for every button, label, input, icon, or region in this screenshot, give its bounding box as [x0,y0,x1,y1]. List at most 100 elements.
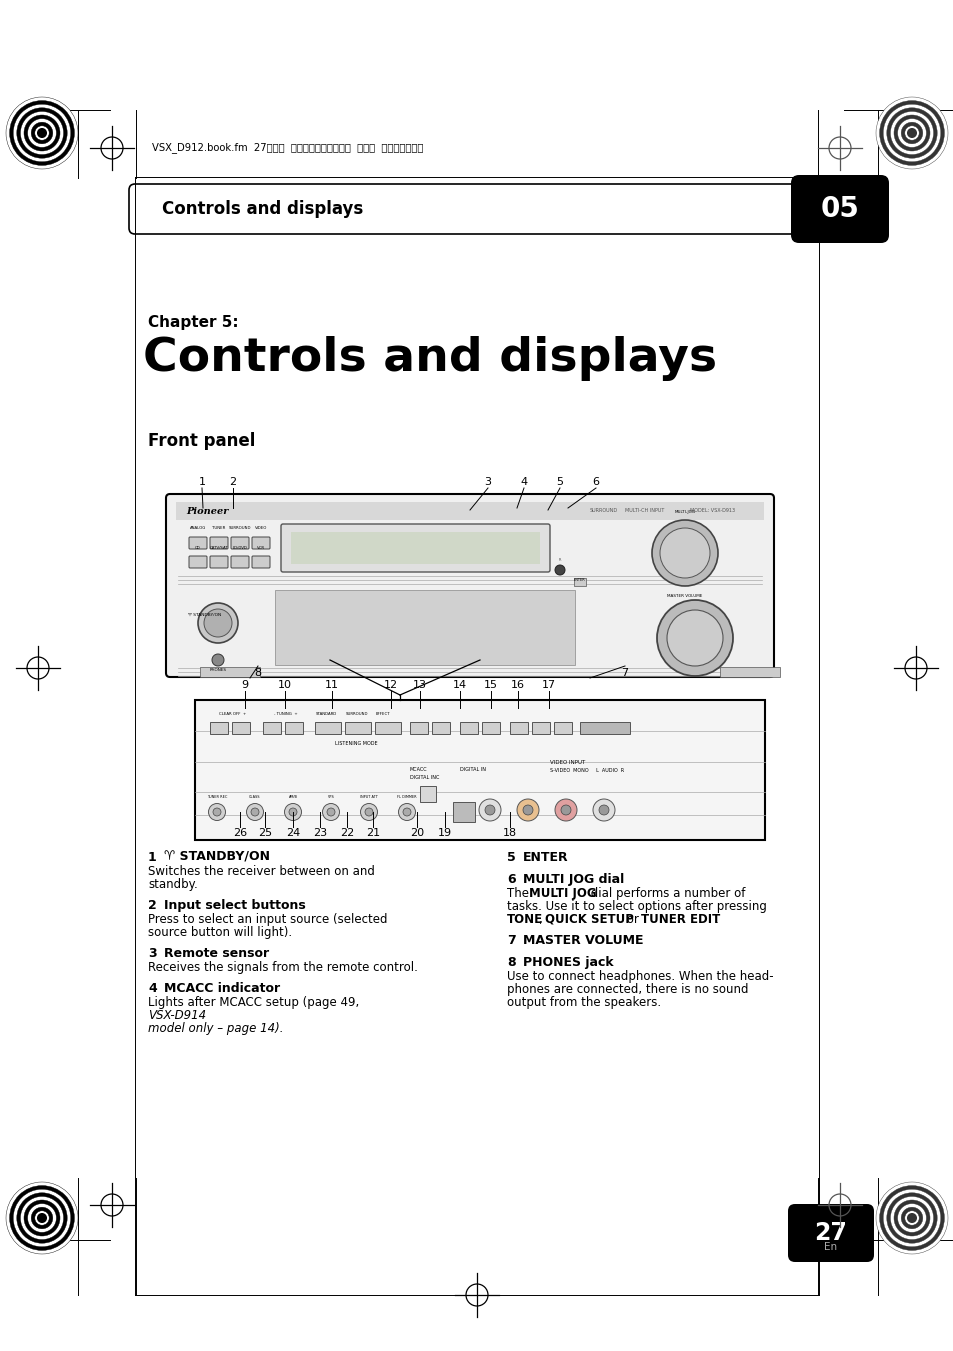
Text: 22: 22 [339,828,354,838]
Circle shape [38,1215,46,1221]
Circle shape [901,1208,922,1229]
FancyBboxPatch shape [790,176,888,243]
Circle shape [402,808,411,816]
Text: VIDEO: VIDEO [254,526,267,530]
Text: IR: IR [558,558,561,562]
Text: PHONES: PHONES [210,667,226,671]
Text: VSX_D912.book.fm  27ページ  ２００３年１２月５日  金曜日  午前９時４３分: VSX_D912.book.fm 27ページ ２００３年１２月５日 金曜日 午前… [152,143,423,154]
Bar [410,721,428,734]
Circle shape [13,1189,71,1247]
Circle shape [555,565,564,576]
Circle shape [593,798,615,821]
Circle shape [897,1204,925,1232]
Text: MULTI JOG dial: MULTI JOG dial [522,873,623,886]
Text: Controls and displays: Controls and displays [143,336,717,381]
Circle shape [6,1182,78,1254]
Text: ,: , [538,913,546,925]
Text: TUNER: TUNER [213,526,226,530]
Text: CLASS: CLASS [249,794,260,798]
Bar [481,721,499,734]
Text: CD: CD [195,546,201,550]
Circle shape [906,128,916,138]
Text: SURROUND: SURROUND [589,508,618,513]
Text: 8: 8 [254,667,261,678]
Bar [375,721,400,734]
Bar [532,721,550,734]
Circle shape [893,1200,929,1236]
FancyBboxPatch shape [252,536,270,549]
Text: S-VIDEO  MONO     L  AUDIO  R: S-VIDEO MONO L AUDIO R [550,767,623,773]
Circle shape [889,111,933,154]
Text: MCACC: MCACC [410,767,427,771]
Text: dial performs a number of: dial performs a number of [586,888,744,900]
Circle shape [28,1204,56,1232]
Text: En: En [823,1242,837,1252]
Text: QUICK SETUP: QUICK SETUP [544,913,633,925]
Text: ENTER: ENTER [574,578,585,582]
Bar [232,721,250,734]
Circle shape [666,611,722,666]
Bar [419,786,436,802]
Circle shape [31,1208,52,1229]
Circle shape [6,97,78,169]
Text: VCR: VCR [256,546,265,550]
Text: Controls and displays: Controls and displays [162,200,363,218]
Text: 10: 10 [277,680,292,690]
Circle shape [34,126,50,141]
Text: DIGITAL IN: DIGITAL IN [459,767,485,771]
Circle shape [24,115,60,151]
FancyBboxPatch shape [166,494,773,677]
Circle shape [903,1210,919,1225]
Text: 20: 20 [410,828,424,838]
Bar [210,721,228,734]
Bar [574,578,585,586]
Text: TUNER REC: TUNER REC [207,794,227,798]
Bar [554,721,572,734]
Text: SURROUND: SURROUND [346,712,368,716]
Bar [291,532,539,563]
Text: 3: 3 [148,947,156,961]
Circle shape [906,1213,916,1223]
FancyBboxPatch shape [189,536,207,549]
Text: MODEL: VSX-D913: MODEL: VSX-D913 [689,508,735,513]
Text: MCACC indicator: MCACC indicator [164,982,280,994]
Circle shape [886,1193,936,1243]
Circle shape [517,798,538,821]
Circle shape [560,805,571,815]
FancyBboxPatch shape [281,524,550,571]
Text: phones are connected, there is no sound: phones are connected, there is no sound [506,984,748,996]
Text: standby.: standby. [148,878,197,892]
Text: 7: 7 [620,667,628,678]
Text: DIGITAL INC: DIGITAL INC [410,775,439,780]
Text: TUNER EDIT: TUNER EDIT [640,913,720,925]
Circle shape [555,798,577,821]
Circle shape [907,1215,915,1221]
Circle shape [37,1213,47,1223]
Text: Remote sensor: Remote sensor [164,947,269,961]
Bar [194,700,764,840]
Text: 8: 8 [506,957,515,969]
Text: CATV/SAT: CATV/SAT [210,546,228,550]
Text: .: . [714,913,718,925]
Circle shape [17,108,67,158]
Text: MULTI JOG: MULTI JOG [529,888,596,900]
Text: Press to select an input source (selected: Press to select an input source (selecte… [148,913,387,925]
Circle shape [360,804,377,820]
Circle shape [889,1197,933,1240]
Bar [453,802,475,821]
Circle shape [20,1197,64,1240]
Text: 14: 14 [453,680,467,690]
FancyBboxPatch shape [129,184,801,234]
Text: Receives the signals from the remote control.: Receives the signals from the remote con… [148,961,417,974]
Circle shape [651,520,718,586]
Bar [579,721,629,734]
Bar [274,590,575,665]
Circle shape [903,126,919,141]
Circle shape [879,100,943,165]
Text: 3: 3 [484,477,491,486]
FancyBboxPatch shape [210,536,228,549]
Circle shape [213,808,221,816]
Text: MULTI-CH INPUT: MULTI-CH INPUT [624,508,663,513]
FancyBboxPatch shape [231,536,249,549]
Text: 9: 9 [241,680,249,690]
